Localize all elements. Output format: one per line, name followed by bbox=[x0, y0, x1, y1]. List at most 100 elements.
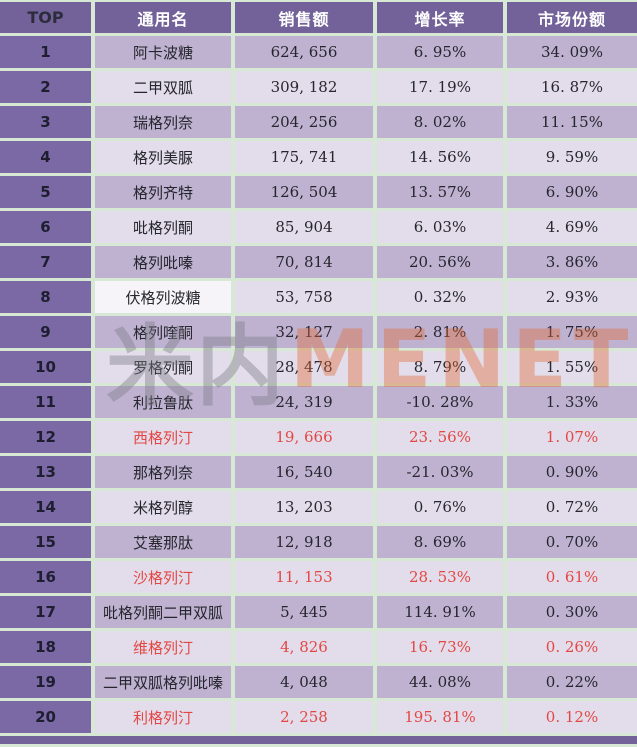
rank-cell: 18 bbox=[0, 631, 91, 663]
name-cell: 米格列醇 bbox=[95, 491, 231, 523]
header-cell-growth-rate: 增长率 bbox=[377, 2, 503, 33]
sales-cell: 85, 904 bbox=[235, 211, 373, 243]
sales-cell: 126, 504 bbox=[235, 176, 373, 208]
name-cell: 二甲双胍格列吡嗪 bbox=[95, 666, 231, 698]
sales-cell: 32, 127 bbox=[235, 316, 373, 348]
share-cell: 0. 12% bbox=[507, 701, 637, 733]
bottom-bar bbox=[0, 736, 637, 744]
sales-cell: 309, 182 bbox=[235, 71, 373, 103]
name-cell: 瑞格列奈 bbox=[95, 106, 231, 138]
sales-cell: 53, 758 bbox=[235, 281, 373, 313]
share-cell: 2. 93% bbox=[507, 281, 637, 313]
growth-cell: -21. 03% bbox=[377, 456, 503, 488]
sales-cell: 13, 203 bbox=[235, 491, 373, 523]
name-cell: 利格列汀 bbox=[95, 701, 231, 733]
share-cell: 9. 59% bbox=[507, 141, 637, 173]
name-cell: 二甲双胍 bbox=[95, 71, 231, 103]
sales-cell: 4, 826 bbox=[235, 631, 373, 663]
name-cell: 西格列汀 bbox=[95, 421, 231, 453]
share-cell: 4. 69% bbox=[507, 211, 637, 243]
name-cell: 格列齐特 bbox=[95, 176, 231, 208]
rank-cell: 13 bbox=[0, 456, 91, 488]
rank-cell: 15 bbox=[0, 526, 91, 558]
share-cell: 0. 90% bbox=[507, 456, 637, 488]
share-cell: 0. 22% bbox=[507, 666, 637, 698]
header-cell-market-share: 市场份额 bbox=[507, 2, 637, 33]
rank-cell: 17 bbox=[0, 596, 91, 628]
growth-cell: 14. 56% bbox=[377, 141, 503, 173]
rank-cell: 11 bbox=[0, 386, 91, 418]
share-cell: 1. 75% bbox=[507, 316, 637, 348]
share-cell: 16. 87% bbox=[507, 71, 637, 103]
sales-cell: 16, 540 bbox=[235, 456, 373, 488]
rank-cell: 3 bbox=[0, 106, 91, 138]
rank-cell: 16 bbox=[0, 561, 91, 593]
name-cell: 伏格列波糖 bbox=[95, 281, 231, 313]
sales-cell: 624, 656 bbox=[235, 36, 373, 68]
growth-cell: 8. 79% bbox=[377, 351, 503, 383]
name-cell: 艾塞那肽 bbox=[95, 526, 231, 558]
rank-cell: 4 bbox=[0, 141, 91, 173]
name-cell: 格列美脲 bbox=[95, 141, 231, 173]
header-cell-top: TOP bbox=[0, 2, 91, 33]
rank-cell: 8 bbox=[0, 281, 91, 313]
share-cell: 11. 15% bbox=[507, 106, 637, 138]
name-cell: 吡格列酮 bbox=[95, 211, 231, 243]
growth-cell: 195. 81% bbox=[377, 701, 503, 733]
growth-cell: 28. 53% bbox=[377, 561, 503, 593]
sales-cell: 28, 478 bbox=[235, 351, 373, 383]
rank-cell: 6 bbox=[0, 211, 91, 243]
header-cell-sales: 销售额 bbox=[235, 2, 373, 33]
growth-cell: -10. 28% bbox=[377, 386, 503, 418]
name-cell: 沙格列汀 bbox=[95, 561, 231, 593]
growth-cell: 0. 32% bbox=[377, 281, 503, 313]
share-cell: 0. 30% bbox=[507, 596, 637, 628]
rank-cell: 20 bbox=[0, 701, 91, 733]
growth-cell: 16. 73% bbox=[377, 631, 503, 663]
share-cell: 0. 26% bbox=[507, 631, 637, 663]
rank-cell: 7 bbox=[0, 246, 91, 278]
growth-cell: 44. 08% bbox=[377, 666, 503, 698]
name-cell: 格列吡嗪 bbox=[95, 246, 231, 278]
share-cell: 0. 70% bbox=[507, 526, 637, 558]
name-cell: 格列喹酮 bbox=[95, 316, 231, 348]
growth-cell: 13. 57% bbox=[377, 176, 503, 208]
sales-cell: 2, 258 bbox=[235, 701, 373, 733]
sales-cell: 204, 256 bbox=[235, 106, 373, 138]
name-cell: 阿卡波糖 bbox=[95, 36, 231, 68]
rank-cell: 1 bbox=[0, 36, 91, 68]
rank-cell: 9 bbox=[0, 316, 91, 348]
growth-cell: 8. 02% bbox=[377, 106, 503, 138]
name-cell: 维格列汀 bbox=[95, 631, 231, 663]
share-cell: 1. 55% bbox=[507, 351, 637, 383]
share-cell: 0. 72% bbox=[507, 491, 637, 523]
growth-cell: 2. 81% bbox=[377, 316, 503, 348]
sales-cell: 12, 918 bbox=[235, 526, 373, 558]
growth-cell: 23. 56% bbox=[377, 421, 503, 453]
sales-cell: 24, 319 bbox=[235, 386, 373, 418]
sales-cell: 4, 048 bbox=[235, 666, 373, 698]
share-cell: 1. 33% bbox=[507, 386, 637, 418]
sales-cell: 5, 445 bbox=[235, 596, 373, 628]
name-cell: 那格列奈 bbox=[95, 456, 231, 488]
share-cell: 6. 90% bbox=[507, 176, 637, 208]
rank-cell: 14 bbox=[0, 491, 91, 523]
share-cell: 3. 86% bbox=[507, 246, 637, 278]
name-cell: 吡格列酮二甲双胍 bbox=[95, 596, 231, 628]
growth-cell: 17. 19% bbox=[377, 71, 503, 103]
sales-cell: 19, 666 bbox=[235, 421, 373, 453]
growth-cell: 6. 03% bbox=[377, 211, 503, 243]
growth-cell: 114. 91% bbox=[377, 596, 503, 628]
rank-cell: 12 bbox=[0, 421, 91, 453]
growth-cell: 8. 69% bbox=[377, 526, 503, 558]
share-cell: 0. 61% bbox=[507, 561, 637, 593]
growth-cell: 6. 95% bbox=[377, 36, 503, 68]
growth-cell: 0. 76% bbox=[377, 491, 503, 523]
rank-cell: 19 bbox=[0, 666, 91, 698]
name-cell: 利拉鲁肽 bbox=[95, 386, 231, 418]
rank-cell: 5 bbox=[0, 176, 91, 208]
rank-cell: 2 bbox=[0, 71, 91, 103]
growth-cell: 20. 56% bbox=[377, 246, 503, 278]
sales-cell: 70, 814 bbox=[235, 246, 373, 278]
